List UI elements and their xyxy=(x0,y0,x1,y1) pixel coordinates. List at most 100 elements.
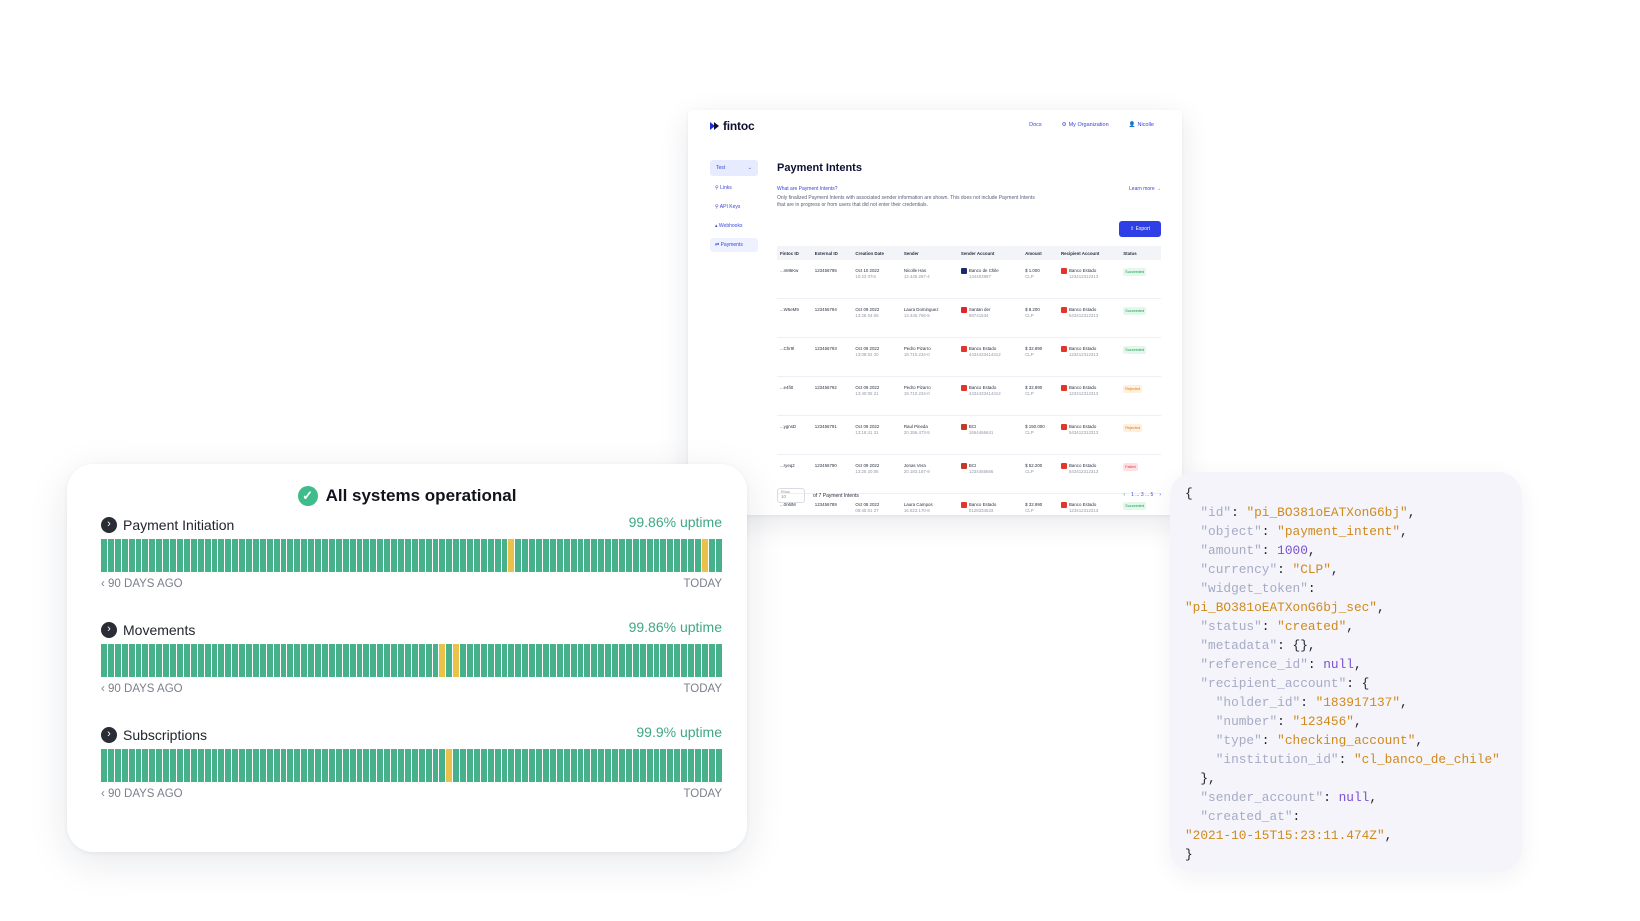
uptime-day-bar[interactable] xyxy=(694,539,701,572)
uptime-day-bar[interactable] xyxy=(218,749,225,782)
uptime-day-bar[interactable] xyxy=(411,644,418,677)
uptime-day-bar[interactable] xyxy=(135,539,142,572)
uptime-day-bar[interactable] xyxy=(529,749,536,782)
uptime-day-bar[interactable] xyxy=(577,644,584,677)
sidebar-item-links[interactable]: ⚲ Links xyxy=(715,185,732,191)
uptime-day-bar[interactable] xyxy=(163,644,170,677)
uptime-day-bar[interactable] xyxy=(674,644,681,677)
uptime-day-bar[interactable] xyxy=(384,749,391,782)
uptime-day-bar[interactable] xyxy=(467,749,473,782)
uptime-day-bar[interactable] xyxy=(453,539,460,572)
uptime-day-bar[interactable] xyxy=(439,749,446,782)
uptime-day-bar[interactable] xyxy=(280,749,287,782)
uptime-day-bar[interactable] xyxy=(342,539,349,572)
uptime-day-bar[interactable] xyxy=(715,749,722,782)
uptime-day-bar[interactable] xyxy=(308,644,315,677)
uptime-day-bar[interactable] xyxy=(612,749,618,782)
uptime-day-bar[interactable] xyxy=(391,644,397,677)
uptime-day-bar[interactable] xyxy=(349,749,356,782)
uptime-day-bar[interactable] xyxy=(425,749,432,782)
uptime-day-bar[interactable] xyxy=(204,644,211,677)
uptime-day-bar[interactable] xyxy=(328,539,335,572)
uptime-day-bar[interactable] xyxy=(204,539,211,572)
uptime-day-bar[interactable] xyxy=(515,749,522,782)
uptime-day-bar[interactable] xyxy=(446,644,453,677)
uptime-day-bar[interactable] xyxy=(315,539,321,572)
uptime-day-bar[interactable] xyxy=(473,644,480,677)
uptime-day-bar[interactable] xyxy=(287,644,294,677)
uptime-day-bar[interactable] xyxy=(708,749,715,782)
uptime-day-bar[interactable] xyxy=(197,539,204,572)
column-header[interactable]: Sender Account xyxy=(957,246,1023,260)
uptime-day-bar[interactable] xyxy=(101,644,107,677)
uptime-day-bar[interactable] xyxy=(529,644,536,677)
uptime-day-bar[interactable] xyxy=(211,749,218,782)
uptime-day-bar[interactable] xyxy=(225,749,232,782)
uptime-day-bar[interactable] xyxy=(315,749,321,782)
uptime-day-bar[interactable] xyxy=(549,539,556,572)
uptime-day-bar[interactable] xyxy=(432,539,439,572)
uptime-day-bar[interactable] xyxy=(280,539,287,572)
uptime-day-bar[interactable] xyxy=(605,644,612,677)
uptime-day-bar[interactable] xyxy=(107,644,114,677)
uptime-day-bar[interactable] xyxy=(660,644,667,677)
uptime-day-bar[interactable] xyxy=(142,539,149,572)
uptime-day-bar[interactable] xyxy=(515,644,522,677)
uptime-day-bar[interactable] xyxy=(708,539,715,572)
uptime-day-bar[interactable] xyxy=(598,539,605,572)
uptime-day-bar[interactable] xyxy=(149,644,156,677)
uptime-day-bar[interactable] xyxy=(432,749,439,782)
uptime-day-bar[interactable] xyxy=(301,644,308,677)
uptime-day-bar[interactable] xyxy=(487,749,494,782)
uptime-day-bar[interactable] xyxy=(114,539,121,572)
uptime-day-bar[interactable] xyxy=(391,539,397,572)
what-are-payment-intents-link[interactable]: What are Payment Intents? xyxy=(777,186,838,192)
uptime-day-bar[interactable] xyxy=(460,644,467,677)
table-row[interactable]: ...e4fi0 123456792 Oct 09 2022 13:40:05 21 P… xyxy=(777,376,1161,416)
uptime-day-bar[interactable] xyxy=(128,539,135,572)
uptime-day-bar[interactable] xyxy=(273,539,280,572)
uptime-day-bar[interactable] xyxy=(156,644,163,677)
uptime-day-bar[interactable] xyxy=(101,539,107,572)
uptime-day-bar[interactable] xyxy=(183,644,190,677)
uptime-day-bar[interactable] xyxy=(425,539,432,572)
uptime-day-bar[interactable] xyxy=(708,644,715,677)
uptime-day-bar[interactable] xyxy=(370,644,377,677)
uptime-day-bar[interactable] xyxy=(439,539,446,572)
uptime-day-bar[interactable] xyxy=(563,539,570,572)
uptime-day-bar[interactable] xyxy=(667,644,674,677)
uptime-day-bar[interactable] xyxy=(356,749,363,782)
uptime-day-bar[interactable] xyxy=(170,539,176,572)
nav-user[interactable]: 👤 Nicolle xyxy=(1129,122,1154,128)
uptime-day-bar[interactable] xyxy=(632,644,639,677)
uptime-day-bar[interactable] xyxy=(170,749,176,782)
uptime-day-bar[interactable] xyxy=(239,644,246,677)
uptime-day-bar[interactable] xyxy=(501,749,508,782)
sidebar-item-api-keys[interactable]: ⚲ API Keys xyxy=(715,204,741,210)
uptime-day-bar[interactable] xyxy=(515,539,522,572)
uptime-day-bar[interactable] xyxy=(335,644,342,677)
incident-day-bar[interactable] xyxy=(508,539,515,572)
uptime-day-bar[interactable] xyxy=(142,749,149,782)
uptime-day-bar[interactable] xyxy=(501,539,508,572)
uptime-day-bar[interactable] xyxy=(425,644,432,677)
uptime-day-bar[interactable] xyxy=(480,749,487,782)
uptime-day-bar[interactable] xyxy=(480,644,487,677)
uptime-day-bar[interactable] xyxy=(487,539,494,572)
page-links[interactable]: 1 ... 3 ... 5 xyxy=(1131,492,1154,498)
uptime-day-bar[interactable] xyxy=(432,644,439,677)
uptime-day-bar[interactable] xyxy=(114,644,121,677)
uptime-day-bar[interactable] xyxy=(667,749,674,782)
uptime-day-bar[interactable] xyxy=(252,644,259,677)
uptime-day-bar[interactable] xyxy=(107,749,114,782)
uptime-day-bar[interactable] xyxy=(570,749,577,782)
uptime-day-bar[interactable] xyxy=(467,539,473,572)
uptime-day-bar[interactable] xyxy=(121,539,128,572)
uptime-day-bar[interactable] xyxy=(618,539,625,572)
uptime-day-bar[interactable] xyxy=(646,749,653,782)
uptime-day-bar[interactable] xyxy=(543,539,549,572)
uptime-day-bar[interactable] xyxy=(411,539,418,572)
uptime-day-bar[interactable] xyxy=(121,644,128,677)
uptime-day-bar[interactable] xyxy=(653,749,660,782)
uptime-day-bar[interactable] xyxy=(715,644,722,677)
